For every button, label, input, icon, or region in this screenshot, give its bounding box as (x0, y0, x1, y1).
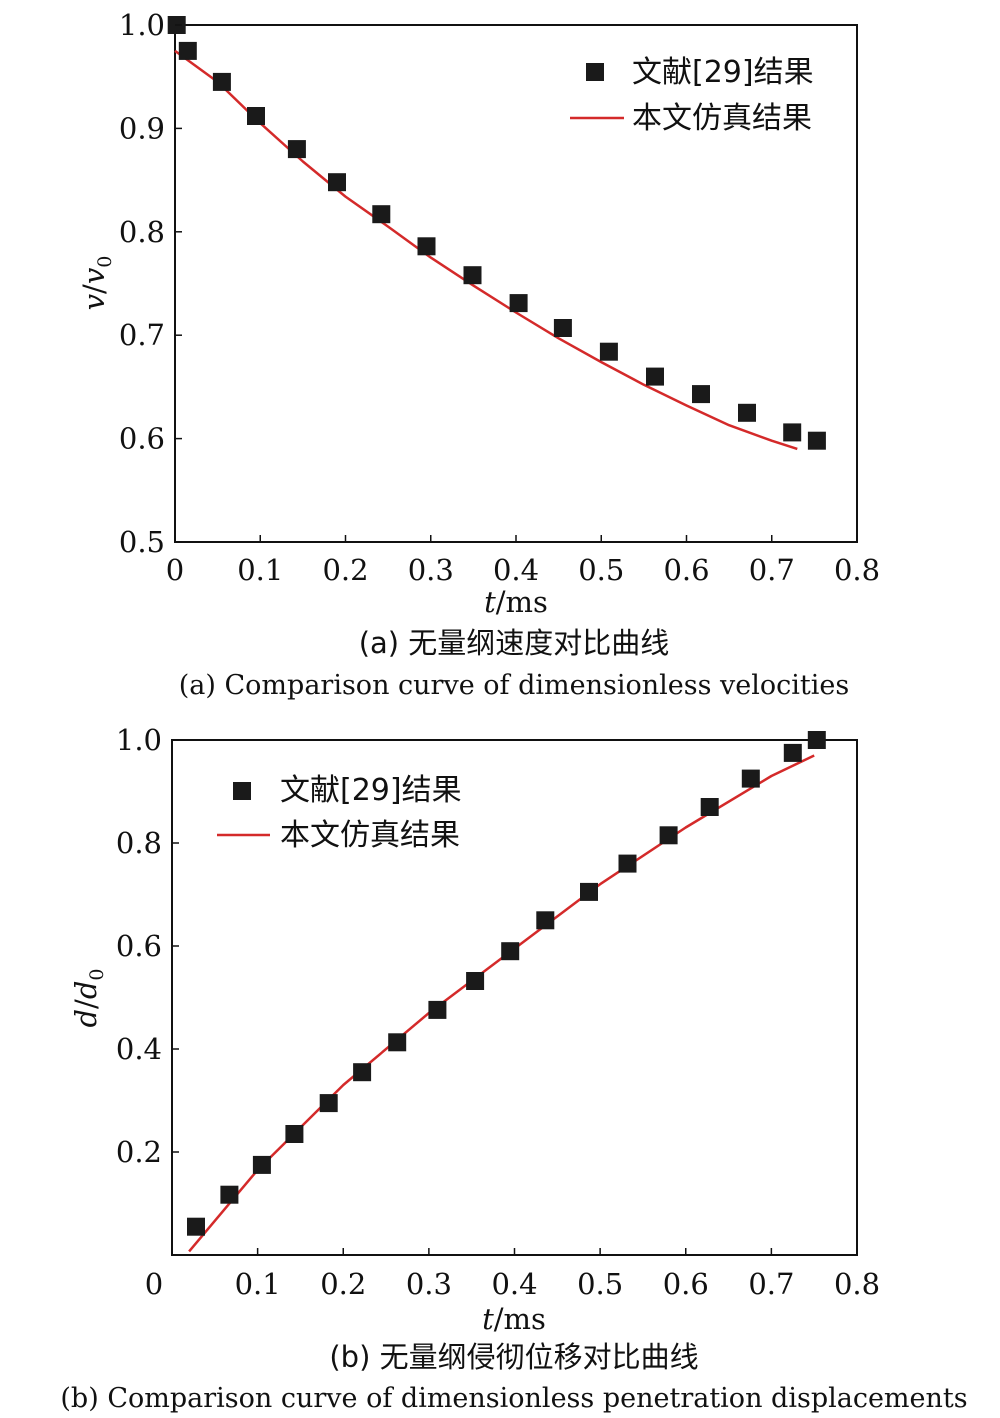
chart-b-data-point (580, 882, 598, 901)
chart-b-ytick-label: 0.2 (116, 1135, 162, 1169)
chart-a-xtick-label: 0.8 (834, 553, 880, 587)
chart-a-ytick-label: 0.6 (119, 422, 165, 456)
chart-a-xtick-label: 0.1 (237, 553, 283, 587)
chart-a-xtick-label: 0 (166, 553, 184, 587)
chart-b-data-point (501, 942, 520, 961)
chart-a-ytick-label: 0.8 (119, 215, 165, 249)
chart-a-xlabel: t/ms (484, 585, 548, 619)
chart-a-data-point (178, 41, 197, 60)
chart-b-legend-marker-label: 文献[29]结果 (280, 773, 462, 808)
chart-b-ytick-label: 1.0 (116, 723, 162, 757)
caption-b-en: (b) Comparison curve of dimensionless pe… (60, 1383, 967, 1414)
chart-a-data-point (509, 294, 528, 313)
chart-b-data-point (659, 826, 678, 845)
chart-a-ytick-label: 1.0 (119, 8, 165, 42)
chart-b-data-point (618, 854, 637, 873)
caption-a-zh: (a) 无量纲速度对比曲线 (359, 626, 670, 660)
chart-a-xtick-label: 0.3 (408, 553, 454, 587)
chart-a-ytick-label: 0.5 (119, 525, 165, 559)
chart-a-xtick-label: 0.6 (663, 553, 709, 587)
chart-b-ylabel: d/d0 (69, 968, 108, 1027)
chart-a-ytick-label: 0.9 (119, 111, 165, 145)
chart-a-legend-line-label: 本文仿真结果 (632, 101, 812, 136)
chart-b-data-point (783, 743, 802, 762)
chart-b-xtick-label: 0.6 (663, 1267, 709, 1301)
chart-a-ylabel: v/v0 (77, 256, 116, 311)
chart-a-data-point (646, 367, 664, 386)
chart-a-xtick-label: 0.2 (322, 553, 368, 587)
chart-a-data-point (247, 107, 265, 125)
chart-a-data-point (417, 237, 436, 256)
chart-a-data-point (807, 431, 826, 450)
chart-a-xtick-label: 0.4 (493, 553, 539, 587)
chart-b-data-point (285, 1125, 304, 1143)
caption-b-zh: (b) 无量纲侵彻位移对比曲线 (329, 1340, 698, 1374)
chart-b-xtick-label: 0.2 (320, 1267, 366, 1301)
chart-a-legend-marker-symbol (586, 63, 604, 81)
chart-b-data-point (220, 1185, 239, 1204)
chart-a-xtick-label: 0.5 (578, 553, 624, 587)
chart-b-legend: 文献[29]结果 本文仿真结果 (217, 773, 462, 853)
chart-b-xtick-label: 0.7 (748, 1267, 794, 1301)
chart-b-ytick-label: 0.8 (116, 826, 162, 860)
chart-a-ytick-label: 0.7 (119, 318, 165, 352)
chart-a-marks (167, 16, 826, 451)
chart-a-data-point (463, 266, 482, 285)
chart-b-data-point (700, 798, 719, 816)
chart-a-series-line (174, 49, 798, 451)
chart-b-xtick-label: 0.5 (577, 1267, 623, 1301)
chart-a-data-point (287, 140, 306, 159)
chart-a-ticks: 0 0.1 0.2 0.3 0.4 0.5 0.6 0.7 0.8 0.5 0.6 0.7 0.8 0.9… (119, 8, 880, 587)
chart-b-data-point (388, 1033, 407, 1052)
chart-b-data-point (319, 1094, 338, 1113)
chart-a-data-point (783, 423, 802, 442)
chart-b-xtick-label: 0.8 (834, 1267, 880, 1301)
chart-a-data-point (738, 403, 756, 422)
chart-b: 0 0.1 0.2 0.3 0.4 0.5 0.6 0.7 0.8 0.2 0.4 0.6 0.8 1.0… (60, 723, 967, 1414)
chart-b-xtick-label: 0.3 (406, 1267, 452, 1301)
chart-b-data-point (252, 1155, 271, 1174)
chart-a-data-point (599, 342, 618, 361)
chart-a-legend: 文献[29]结果 本文仿真结果 (570, 55, 814, 136)
chart-b-xlabel: t/ms (482, 1302, 546, 1336)
chart-b-ticks: 0 0.1 0.2 0.3 0.4 0.5 0.6 0.7 0.8 0.2 0.4 0.6 0.8 1.0 (116, 723, 880, 1301)
chart-a-data-point (692, 385, 710, 404)
caption-a-en: (a) Comparison curve of dimensionless ve… (179, 670, 849, 701)
chart-b-data-point (466, 972, 485, 990)
chart-b-xtick-label: 0.4 (491, 1267, 537, 1301)
chart-b-data-point (807, 731, 826, 749)
chart-a-data-point (372, 205, 391, 224)
chart-a-legend-marker-label: 文献[29]结果 (632, 55, 814, 90)
chart-a-data-point (328, 173, 346, 192)
chart-b-data-point (187, 1217, 205, 1236)
chart-b-data-point (428, 1000, 447, 1019)
chart-a: 0 0.1 0.2 0.3 0.4 0.5 0.6 0.7 0.8 0.5 0.6 0.7 0.8 0.9… (77, 8, 880, 701)
chart-b-legend-line-label: 本文仿真结果 (280, 818, 460, 853)
chart-b-data-point (353, 1063, 372, 1082)
chart-b-plot-frame (171, 739, 858, 1256)
chart-b-ytick-label: 0.6 (116, 929, 162, 963)
chart-a-data-point (553, 319, 572, 337)
chart-a-data-point (212, 72, 231, 91)
chart-b-data-point (536, 911, 555, 930)
chart-b-ytick-label: 0.4 (116, 1032, 162, 1066)
chart-b-xtick-label: 0 (145, 1267, 163, 1301)
chart-b-marks (187, 731, 826, 1253)
chart-b-legend-marker-symbol (233, 782, 251, 800)
chart-b-xtick-label: 0.1 (235, 1267, 281, 1301)
chart-a-xtick-label: 0.7 (749, 553, 795, 587)
chart-b-data-point (741, 769, 760, 788)
